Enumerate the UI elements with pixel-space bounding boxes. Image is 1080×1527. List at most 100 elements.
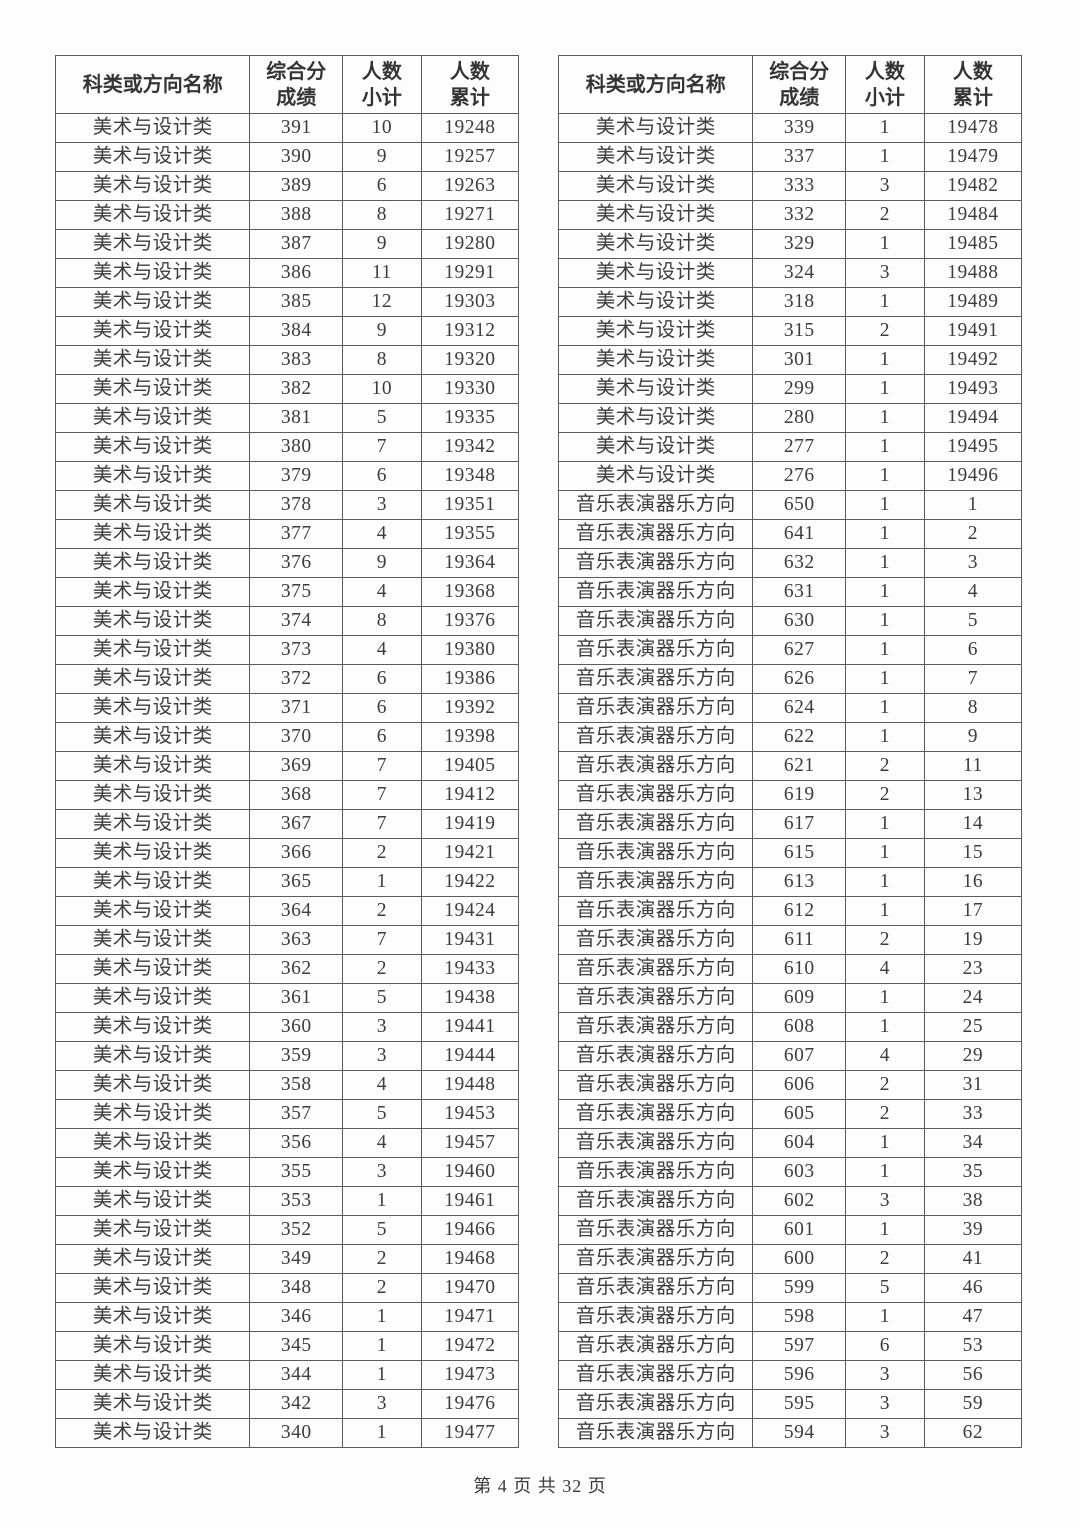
column-header-score: 综合分 成绩 (249, 55, 344, 114)
table-row: 美术与设计类 363 7 19431 (54, 925, 520, 955)
cell-category: 音乐表演器乐方向 (557, 925, 754, 955)
page-number-text: 第 4 页 共 32 页 (473, 1476, 607, 1496)
cell-score: 596 (752, 1360, 847, 1390)
cell-category: 美术与设计类 (54, 142, 251, 172)
cell-score: 277 (752, 432, 847, 462)
column-header-score-line1: 综合分 (769, 60, 830, 83)
cell-cumulative: 19496 (923, 461, 1023, 491)
table-row: 音乐表演器乐方向 602 3 38 (557, 1186, 1023, 1216)
cell-score: 388 (249, 200, 344, 230)
cell-subtotal: 1 (342, 1186, 422, 1216)
cell-score: 612 (752, 896, 847, 926)
cell-subtotal: 9 (342, 142, 422, 172)
cell-subtotal: 1 (845, 896, 925, 926)
cell-cumulative: 46 (923, 1273, 1023, 1303)
cell-cumulative: 5 (923, 606, 1023, 636)
cell-subtotal: 2 (845, 780, 925, 810)
table-row: 美术与设计类 391 10 19248 (54, 113, 520, 143)
table-row: 美术与设计类 344 1 19473 (54, 1360, 520, 1390)
cell-subtotal: 1 (845, 374, 925, 404)
table-row: 美术与设计类 373 4 19380 (54, 635, 520, 665)
cell-subtotal: 1 (845, 490, 925, 520)
cell-subtotal: 1 (845, 693, 925, 723)
cell-score: 387 (249, 229, 344, 259)
cell-cumulative: 19438 (420, 983, 520, 1013)
cell-category: 美术与设计类 (54, 1331, 251, 1361)
cell-subtotal: 2 (845, 1099, 925, 1129)
cell-category: 音乐表演器乐方向 (557, 1186, 754, 1216)
cell-cumulative: 1 (923, 490, 1023, 520)
cell-cumulative: 35 (923, 1157, 1023, 1187)
cell-cumulative: 19488 (923, 258, 1023, 288)
table-row: 美术与设计类 332 2 19484 (557, 200, 1023, 230)
cell-cumulative: 19448 (420, 1070, 520, 1100)
cell-category: 音乐表演器乐方向 (557, 1215, 754, 1245)
cell-category: 美术与设计类 (54, 867, 251, 897)
table-row: 音乐表演器乐方向 595 3 59 (557, 1389, 1023, 1419)
cell-cumulative: 19431 (420, 925, 520, 955)
cell-subtotal: 4 (342, 635, 422, 665)
table-row: 音乐表演器乐方向 599 5 46 (557, 1273, 1023, 1303)
cell-subtotal: 1 (845, 403, 925, 433)
cell-cumulative: 19248 (420, 113, 520, 143)
cell-subtotal: 1 (342, 1360, 422, 1390)
cell-subtotal: 2 (845, 1244, 925, 1274)
cell-category: 美术与设计类 (54, 954, 251, 984)
cell-score: 373 (249, 635, 344, 665)
cell-subtotal: 1 (845, 229, 925, 259)
cell-subtotal: 7 (342, 751, 422, 781)
cell-subtotal: 6 (845, 1331, 925, 1361)
column-header-cumulative-line2: 累计 (952, 86, 993, 109)
cell-cumulative: 8 (923, 693, 1023, 723)
cell-cumulative: 56 (923, 1360, 1023, 1390)
cell-category: 美术与设计类 (557, 171, 754, 201)
cell-subtotal: 1 (845, 113, 925, 143)
cell-score: 299 (752, 374, 847, 404)
cell-cumulative: 19471 (420, 1302, 520, 1332)
cell-score: 599 (752, 1273, 847, 1303)
cell-score: 345 (249, 1331, 344, 1361)
cell-category: 美术与设计类 (54, 1041, 251, 1071)
table-row: 美术与设计类 360 3 19441 (54, 1012, 520, 1042)
cell-score: 621 (752, 751, 847, 781)
table-row: 美术与设计类 346 1 19471 (54, 1302, 520, 1332)
cell-category: 音乐表演器乐方向 (557, 1041, 754, 1071)
cell-score: 382 (249, 374, 344, 404)
table-row: 美术与设计类 376 9 19364 (54, 548, 520, 578)
cell-subtotal: 1 (845, 983, 925, 1013)
cell-score: 365 (249, 867, 344, 897)
cell-cumulative: 19422 (420, 867, 520, 897)
cell-cumulative: 34 (923, 1128, 1023, 1158)
cell-category: 音乐表演器乐方向 (557, 1012, 754, 1042)
cell-category: 美术与设计类 (54, 403, 251, 433)
cell-score: 630 (752, 606, 847, 636)
column-header-score: 综合分 成绩 (752, 55, 847, 114)
cell-score: 390 (249, 142, 344, 172)
table-row: 美术与设计类 390 9 19257 (54, 142, 520, 172)
cell-category: 音乐表演器乐方向 (557, 1070, 754, 1100)
cell-cumulative: 19355 (420, 519, 520, 549)
table-row: 音乐表演器乐方向 612 1 17 (557, 896, 1023, 926)
cell-cumulative: 19263 (420, 171, 520, 201)
cell-score: 595 (752, 1389, 847, 1419)
cell-cumulative: 19335 (420, 403, 520, 433)
cell-category: 美术与设计类 (54, 1215, 251, 1245)
cell-score: 377 (249, 519, 344, 549)
cell-category: 美术与设计类 (54, 1099, 251, 1129)
table-row: 美术与设计类 377 4 19355 (54, 519, 520, 549)
table-row: 美术与设计类 378 3 19351 (54, 490, 520, 520)
cell-subtotal: 7 (342, 809, 422, 839)
table-row: 美术与设计类 355 3 19460 (54, 1157, 520, 1187)
table-row: 美术与设计类 348 2 19470 (54, 1273, 520, 1303)
cell-score: 384 (249, 316, 344, 346)
cell-score: 385 (249, 287, 344, 317)
cell-category: 音乐表演器乐方向 (557, 519, 754, 549)
table-row: 美术与设计类 379 6 19348 (54, 461, 520, 491)
cell-cumulative: 19484 (923, 200, 1023, 230)
cell-score: 367 (249, 809, 344, 839)
cell-category: 音乐表演器乐方向 (557, 1418, 754, 1448)
cell-score: 386 (249, 258, 344, 288)
column-header-score-line1: 综合分 (266, 60, 327, 83)
cell-subtotal: 3 (342, 1157, 422, 1187)
cell-score: 594 (752, 1418, 847, 1448)
